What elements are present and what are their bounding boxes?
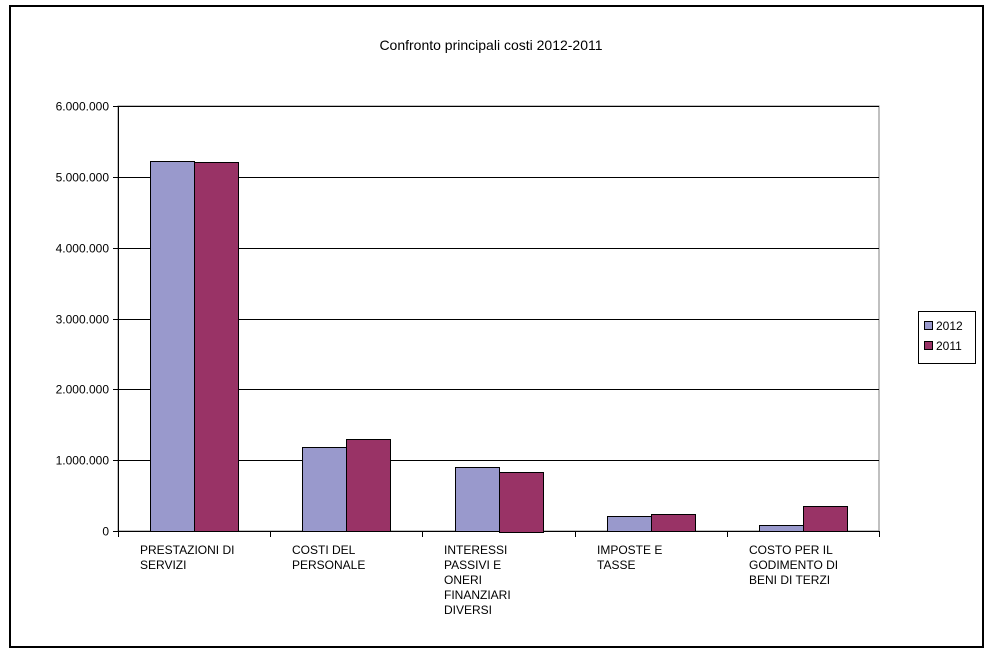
legend-swatch-2012 <box>924 321 933 330</box>
y-tick-label: 0 <box>102 525 109 539</box>
x-category-label-line: DIVERSI <box>444 603 492 617</box>
bar-2011 <box>499 472 544 533</box>
x-category-label-line: BENI DI TERZI <box>749 573 830 587</box>
y-axis: 0 1.000.000 2.000.000 3.000.000 4.000.000 5.0… <box>56 100 119 539</box>
x-category-label-line: PERSONALE <box>292 558 365 572</box>
bar-2012 <box>150 161 195 532</box>
legend-swatch-2011 <box>924 341 933 350</box>
y-tick-label: 2.000.000 <box>56 383 110 397</box>
x-category-label-line: COSTO PER IL <box>749 543 833 557</box>
bar-2012 <box>759 525 804 532</box>
bar-2012 <box>455 467 500 532</box>
chart-frame: Confronto principali costi 2012-2011 0 1.… <box>9 5 984 648</box>
y-tick-label: 5.000.000 <box>56 171 110 185</box>
bar-2011 <box>651 514 696 532</box>
x-category-label: IMPOSTE E TASSE <box>597 543 662 572</box>
bar-2012 <box>607 516 652 532</box>
x-category-label: COSTO PER IL GODIMENTO DI BENI DI TERZI <box>749 543 838 587</box>
x-category-label: INTERESSI PASSIVI E ONERI FINANZIARI DIVERSI <box>444 543 511 617</box>
bar-2011 <box>194 162 239 532</box>
x-category-label-line: PASSIVI E <box>444 558 501 572</box>
bar-2011 <box>803 506 848 532</box>
x-category-label-line: COSTI DEL <box>292 543 356 557</box>
x-category-label-line: INTERESSI <box>444 543 507 557</box>
x-category-label-line: PRESTAZIONI DI <box>140 543 234 557</box>
x-category-label-line: GODIMENTO DI <box>749 558 838 572</box>
y-tick-label: 1.000.000 <box>56 454 110 468</box>
chart-title: Confronto principali costi 2012-2011 <box>379 37 602 53</box>
legend-box <box>918 311 976 364</box>
legend: 2012 2011 <box>918 311 976 364</box>
legend-label-2011: 2011 <box>936 339 962 353</box>
bar-chart: Confronto principali costi 2012-2011 0 1.… <box>56 37 976 617</box>
legend-label-2012: 2012 <box>936 319 963 333</box>
plot-area <box>117 105 880 532</box>
x-category-label: COSTI DEL PERSONALE <box>292 543 365 572</box>
y-tick-label: 4.000.000 <box>56 242 110 256</box>
bar-2012 <box>302 447 347 532</box>
x-category-label-line: SERVIZI <box>140 558 186 572</box>
x-category-label-line: TASSE <box>597 558 635 572</box>
y-tick-label: 6.000.000 <box>56 100 110 114</box>
bars <box>150 161 848 533</box>
y-tick-label: 3.000.000 <box>56 313 110 327</box>
x-axis: PRESTAZIONI DI SERVIZI COSTI DEL PERSONALE I… <box>118 531 880 617</box>
bar-2011 <box>346 439 391 532</box>
x-category-label: PRESTAZIONI DI SERVIZI <box>140 543 234 572</box>
x-category-label-line: IMPOSTE E <box>597 543 662 557</box>
x-category-label-line: FINANZIARI <box>444 588 511 602</box>
x-category-label-line: ONERI <box>444 573 482 587</box>
